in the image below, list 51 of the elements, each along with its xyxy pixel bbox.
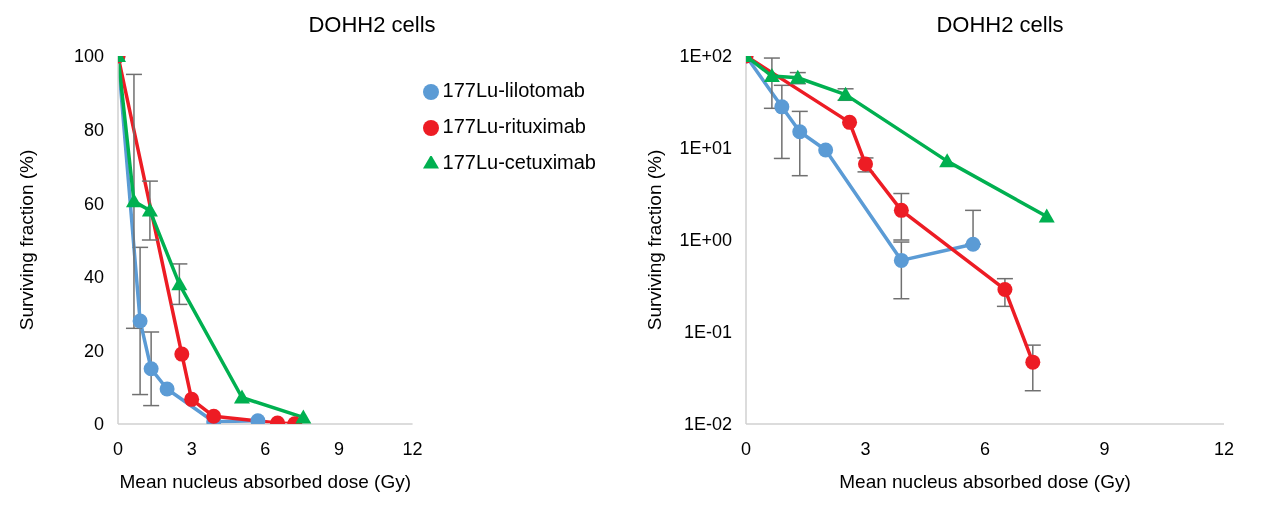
legend-label: 177Lu-cetuximab bbox=[442, 151, 596, 173]
legend-label: 177Lu-rituximab bbox=[442, 115, 586, 137]
y-tick-label: 40 bbox=[83, 267, 104, 288]
y-tick-label: 20 bbox=[83, 340, 104, 361]
x-tick-label: 12 bbox=[402, 438, 423, 459]
point bbox=[1038, 208, 1055, 223]
point bbox=[774, 99, 790, 115]
x-tick-label: 3 bbox=[186, 438, 197, 459]
point bbox=[893, 252, 909, 268]
y-tick-label: 60 bbox=[83, 193, 104, 214]
y-tick-label: 0 bbox=[93, 414, 104, 435]
y-tick-label: 1E+02 bbox=[679, 46, 732, 67]
x-axis-title: Mean nucleus absorbed dose (Gy) bbox=[839, 471, 1131, 492]
y-tick-label: 80 bbox=[83, 119, 104, 140]
point bbox=[159, 381, 175, 397]
x-tick-label: 6 bbox=[979, 438, 991, 459]
point bbox=[965, 236, 981, 252]
chart-title: DOHH2 cells bbox=[935, 11, 1065, 39]
y-axis-title: Surviving fraction (%) bbox=[15, 149, 37, 331]
y-axis-title: Surviving fraction (%) bbox=[643, 149, 665, 331]
point bbox=[818, 142, 834, 158]
point bbox=[174, 346, 190, 362]
point bbox=[233, 389, 250, 404]
y-tick-label: 100 bbox=[73, 46, 104, 67]
point bbox=[143, 361, 159, 377]
x-tick-label: 9 bbox=[1099, 438, 1110, 459]
x-tick-label: 6 bbox=[260, 438, 271, 459]
x-tick-label: 3 bbox=[860, 438, 871, 459]
y-tick-label: 1E+01 bbox=[679, 138, 732, 159]
x-tick-label: 0 bbox=[112, 438, 124, 459]
y-tick-label: 1E-01 bbox=[683, 322, 732, 343]
x-tick-label: 12 bbox=[1213, 438, 1235, 459]
x-tick-label: 0 bbox=[740, 438, 752, 459]
point bbox=[184, 391, 200, 407]
legend-label: 177Lu-lilotomab bbox=[442, 79, 585, 101]
chart-title: DOHH2 cells bbox=[307, 11, 437, 39]
point bbox=[1025, 354, 1041, 370]
point bbox=[842, 114, 858, 130]
point bbox=[295, 409, 312, 424]
point bbox=[997, 281, 1013, 297]
y-tick-label: 1E-02 bbox=[683, 414, 732, 435]
point bbox=[132, 313, 148, 329]
point bbox=[206, 408, 222, 424]
point bbox=[792, 124, 808, 140]
point bbox=[171, 276, 188, 291]
x-tick-label: 9 bbox=[333, 438, 344, 459]
point bbox=[893, 202, 909, 218]
y-tick-label: 1E+00 bbox=[679, 230, 732, 251]
x-axis-title: Mean nucleus absorbed dose (Gy) bbox=[119, 471, 412, 492]
point bbox=[939, 153, 956, 168]
point bbox=[763, 68, 780, 83]
